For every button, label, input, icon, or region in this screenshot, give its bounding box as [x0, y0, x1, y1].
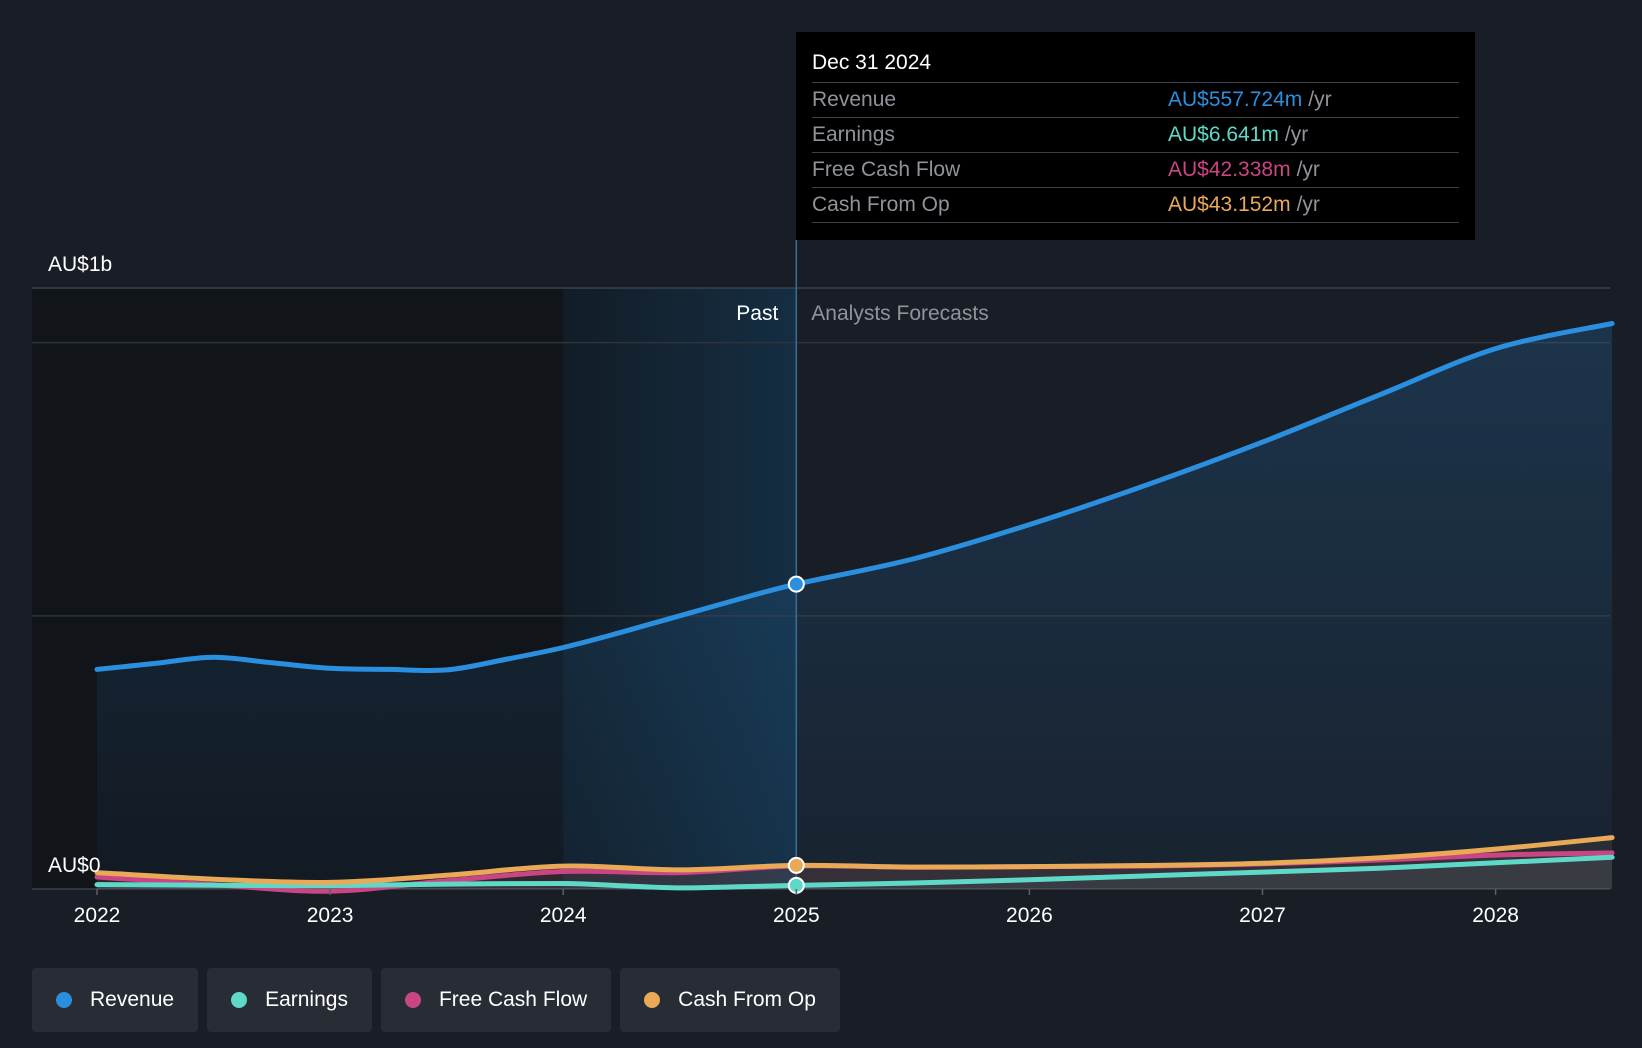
tooltip-date: Dec 31 2024: [812, 44, 1459, 83]
legend-item-revenue[interactable]: Revenue: [32, 968, 199, 1032]
cash-from-op-line: [94, 835, 1615, 886]
tooltip-label: Free Cash Flow: [812, 158, 961, 181]
cash-from-op-dot-icon: [644, 992, 661, 1008]
x-tick-label: 2026: [1006, 904, 1053, 927]
legend-label: Cash From Op: [678, 988, 816, 1011]
free-cash-flow-dot-icon: [404, 992, 421, 1008]
tooltip-value: AU$43.152m/yr: [1168, 193, 1320, 216]
earnings-dot-icon: [231, 992, 248, 1008]
x-axis-ticks: 2022 2023 2024 2025 2026 2027 2028: [74, 889, 1519, 927]
x-tick-label: 2025: [773, 904, 820, 927]
legend: Revenue Earnings Free Cash Flow Cash Fro…: [32, 968, 840, 1032]
data-tooltip: Dec 31 2024 Revenue AU$557.724m/yr Earni…: [796, 32, 1475, 240]
x-tick-label: 2023: [307, 904, 354, 927]
legend-label: Earnings: [265, 988, 348, 1011]
tooltip-row-earnings: Earnings AU$6.641m/yr: [812, 118, 1459, 153]
legend-item-cash-from-op[interactable]: Cash From Op: [620, 968, 840, 1032]
tooltip-label: Revenue: [812, 88, 897, 111]
tooltip-value: AU$42.338m/yr: [1168, 158, 1320, 181]
tooltip-value: AU$6.641m/yr: [1168, 123, 1309, 146]
legend-label: Revenue: [90, 988, 175, 1011]
legend-label: Free Cash Flow: [438, 988, 588, 1011]
x-tick-label: 2027: [1239, 904, 1286, 927]
tooltip-row-free-cash-flow: Free Cash Flow AU$42.338m/yr: [812, 153, 1459, 188]
tooltip-label: Earnings: [812, 123, 895, 146]
revenue-area: [97, 323, 1613, 889]
legend-item-free-cash-flow[interactable]: Free Cash Flow: [380, 968, 612, 1032]
x-tick-label: 2024: [540, 904, 587, 927]
tooltip-value: AU$557.724m/yr: [1168, 88, 1332, 111]
forecast-label: Analysts Forecasts: [811, 302, 988, 325]
revenue-line: [94, 321, 1615, 674]
series-lines: [94, 321, 1615, 894]
revenue-dot-icon: [56, 992, 72, 1008]
past-label: Past: [736, 302, 778, 325]
tooltip-row-revenue: Revenue AU$557.724m/yr: [812, 83, 1459, 118]
x-tick-label: 2022: [74, 904, 121, 927]
earnings-area: [97, 857, 1613, 889]
legend-item-earnings[interactable]: Earnings: [207, 968, 372, 1032]
tooltip-label: Cash From Op: [812, 193, 950, 216]
cash-from-op-marker: [787, 856, 805, 874]
x-tick-label: 2028: [1472, 904, 1519, 927]
y-axis-bottom-label: AU$0: [48, 854, 101, 877]
y-axis-top-label: AU$1b: [48, 253, 112, 276]
revenue-marker: [787, 575, 805, 593]
tooltip-row-cash-from-op: Cash From Op AU$43.152m/yr: [812, 188, 1459, 223]
divider-markers: [787, 575, 805, 894]
